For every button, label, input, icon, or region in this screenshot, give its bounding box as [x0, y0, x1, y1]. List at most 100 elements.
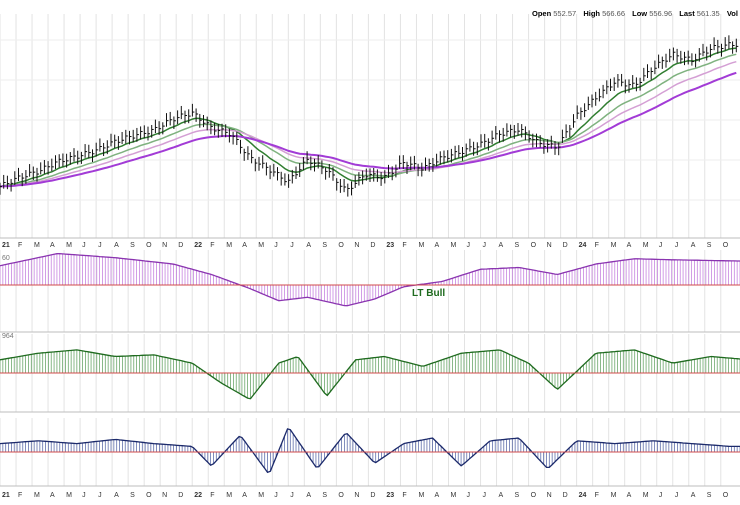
x-tick-label: A: [499, 492, 504, 499]
x-tick-label: O: [723, 242, 729, 249]
x-tick-label: M: [418, 492, 424, 499]
x-tick-label: M: [611, 242, 617, 249]
x-tick-label: S: [707, 242, 712, 249]
x-tick-label: M: [226, 492, 232, 499]
x-tick-label: O: [531, 492, 537, 499]
x-tick-label: M: [66, 242, 72, 249]
x-tick-label: M: [418, 242, 424, 249]
x-tick-label: J: [82, 242, 86, 249]
x-tick-label: A: [691, 242, 696, 249]
x-tick-label: M: [66, 492, 72, 499]
ema-slow-line: [0, 60, 737, 188]
x-tick-label: J: [659, 242, 663, 249]
low-value: 556.96: [649, 9, 673, 18]
x-tick-label: O: [723, 492, 729, 499]
x-tick-label: N: [354, 492, 359, 499]
x-tick-label: M: [258, 492, 264, 499]
x-tick-label: A: [114, 242, 119, 249]
last-value: 561.35: [696, 9, 720, 18]
ema-mid-line: [0, 53, 737, 188]
x-tick-label: A: [242, 492, 247, 499]
open-label: Open: [532, 9, 552, 18]
x-tick-label: M: [34, 242, 40, 249]
open-value: 552.57: [553, 9, 577, 18]
x-tick-label: J: [675, 242, 679, 249]
x-tick-label: M: [34, 492, 40, 499]
x-tick-label: S: [515, 242, 520, 249]
x-tick-label: 24: [579, 242, 587, 249]
x-tick-label: A: [434, 492, 439, 499]
x-tick-label: J: [467, 242, 471, 249]
ohlc-readout: Open 552.57 High 566.66 Low 556.96 Last …: [532, 9, 738, 18]
high-value: 566.66: [602, 9, 626, 18]
x-tick-label: 23: [386, 492, 394, 499]
x-tick-label: O: [338, 492, 344, 499]
momentum-long-value-label: 60: [2, 255, 10, 262]
x-tick-label: J: [290, 492, 294, 499]
x-tick-label: O: [338, 242, 344, 249]
x-tick-label: D: [563, 242, 568, 249]
x-tick-label: O: [531, 242, 537, 249]
x-tick-label: J: [98, 242, 102, 249]
x-tick-label: S: [707, 492, 712, 499]
x-tick-label: J: [483, 492, 487, 499]
x-tick-label: N: [547, 242, 552, 249]
x-tick-label: J: [467, 492, 471, 499]
x-tick-label: F: [402, 242, 406, 249]
x-tick-label: S: [130, 492, 135, 499]
x-tick-label: M: [643, 492, 649, 499]
x-tick-label: M: [450, 242, 456, 249]
last-label: Last: [679, 9, 695, 18]
x-tick-label: A: [691, 492, 696, 499]
x-tick-label: J: [659, 492, 663, 499]
x-tick-label: 21: [2, 492, 10, 499]
lt-bull-annotation: LT Bull: [412, 288, 445, 299]
x-tick-label: J: [290, 242, 294, 249]
x-tick-label: A: [50, 492, 55, 499]
x-tick-label: F: [402, 492, 406, 499]
x-tick-label: 21: [2, 242, 10, 249]
x-tick-label: F: [210, 492, 214, 499]
x-tick-label: F: [18, 242, 22, 249]
x-tick-label: N: [547, 492, 552, 499]
x-tick-label: S: [130, 242, 135, 249]
high-label: High: [583, 9, 600, 18]
x-tick-label: F: [595, 492, 599, 499]
x-tick-label: 22: [194, 242, 202, 249]
x-tick-label: S: [515, 492, 520, 499]
x-tick-label: A: [627, 242, 632, 249]
x-tick-label: 24: [579, 492, 587, 499]
vol-label: Vol: [726, 9, 738, 18]
x-tick-label: 23: [386, 242, 394, 249]
x-tick-label: M: [611, 492, 617, 499]
x-tick-label: D: [178, 492, 183, 499]
x-tick-label: O: [146, 242, 152, 249]
x-tick-label: J: [483, 242, 487, 249]
x-tick-label: N: [162, 492, 167, 499]
x-tick-label: D: [178, 242, 183, 249]
ema-long-line: [0, 71, 737, 188]
x-tick-label: A: [627, 492, 632, 499]
ema-fast-line: [0, 47, 737, 188]
momentum-mid-value-label: 964: [2, 333, 14, 340]
x-tick-label: F: [210, 242, 214, 249]
x-tick-label: A: [242, 242, 247, 249]
x-tick-label: D: [563, 492, 568, 499]
x-tick-label: J: [274, 242, 278, 249]
x-tick-label: 22: [194, 492, 202, 499]
momentum-long-outline: [0, 253, 740, 307]
momentum-short-outline: [0, 428, 740, 474]
x-tick-label: N: [162, 242, 167, 249]
x-tick-label: D: [370, 492, 375, 499]
x-tick-label: A: [50, 242, 55, 249]
x-tick-label: J: [675, 492, 679, 499]
low-label: Low: [632, 9, 648, 18]
x-tick-label: M: [450, 492, 456, 499]
x-tick-label: M: [643, 242, 649, 249]
momentum-mid-outline: [0, 349, 740, 400]
x-tick-label: A: [499, 242, 504, 249]
x-tick-label: M: [258, 242, 264, 249]
x-tick-label: D: [370, 242, 375, 249]
x-tick-label: A: [306, 242, 311, 249]
